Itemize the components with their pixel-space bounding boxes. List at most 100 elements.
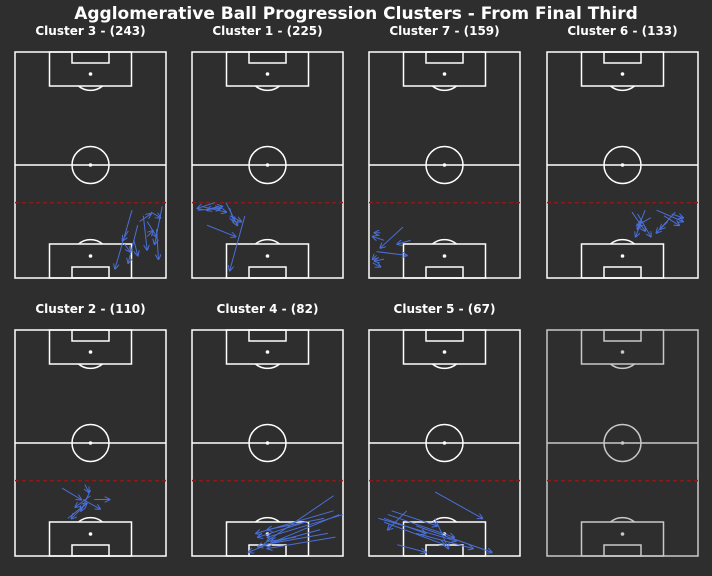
- pitch-panel: [191, 329, 344, 557]
- six-yard-box-bottom: [425, 544, 464, 557]
- penalty-spot-top: [88, 72, 93, 76]
- six-yard-box-top: [603, 329, 642, 342]
- penalty-spot-top: [265, 72, 270, 76]
- penalty-arc-bottom: [78, 516, 103, 523]
- six-yard-box-top: [248, 329, 287, 342]
- progression-arrow: [416, 525, 492, 552]
- progression-arrow: [82, 499, 100, 509]
- progression-arrow: [376, 251, 407, 256]
- progression-arrow: [383, 521, 444, 545]
- penalty-arc-bottom: [255, 238, 280, 245]
- progression-arrow: [660, 221, 669, 230]
- panel-title: Cluster 5 - (67): [393, 302, 496, 316]
- panel-title: Cluster 4 - (82): [216, 302, 319, 316]
- six-yard-box-bottom: [248, 266, 287, 279]
- penalty-arc-bottom: [610, 516, 635, 523]
- progression-arrow: [373, 255, 377, 259]
- centre-spot: [620, 163, 625, 167]
- progression-arrow: [383, 517, 426, 533]
- progression-arrow: [434, 518, 448, 548]
- penalty-spot-bottom: [88, 532, 93, 536]
- six-yard-box-top: [71, 51, 110, 64]
- progression-arrow: [229, 215, 241, 222]
- progression-arrow: [656, 209, 682, 221]
- progression-arrow: [256, 510, 334, 534]
- six-yard-box-top: [248, 51, 287, 64]
- progression-arrow: [391, 510, 437, 526]
- penalty-arc-top: [78, 85, 103, 92]
- progression-arrow: [671, 214, 683, 218]
- progression-arrow: [416, 532, 473, 548]
- penalty-box-bottom: [580, 243, 665, 279]
- pitch-markings: [14, 329, 167, 557]
- panel-title: Cluster 3 - (243): [35, 24, 146, 38]
- penalty-arc-top: [610, 85, 635, 92]
- progression-arrow: [225, 202, 237, 226]
- penalty-spot-top: [88, 350, 93, 354]
- penalty-box-top: [48, 51, 133, 87]
- progression-arrow: [638, 210, 646, 229]
- penalty-box-bottom: [580, 521, 665, 557]
- progression-arrow: [656, 211, 676, 233]
- centre-spot: [88, 163, 93, 167]
- progression-arrow: [146, 231, 153, 237]
- progression-arrow: [61, 487, 81, 499]
- six-yard-box-bottom: [71, 266, 110, 279]
- penalty-arc-top: [432, 363, 457, 370]
- centre-spot: [442, 163, 447, 167]
- progression-arrow: [372, 263, 381, 267]
- penalty-arc-top: [610, 363, 635, 370]
- centre-spot: [265, 441, 270, 445]
- panel-title: Cluster 1 - (225): [212, 24, 323, 38]
- figure-title: Agglomerative Ball Progression Clusters …: [74, 4, 638, 24]
- progression-arrow: [198, 202, 215, 209]
- penalty-spot-top: [265, 350, 270, 354]
- pitch-panel: [14, 51, 167, 279]
- penalty-spot-bottom: [265, 254, 270, 258]
- penalty-box-top: [225, 51, 310, 87]
- progression-arrow: [75, 495, 91, 507]
- six-yard-box-bottom: [425, 266, 464, 279]
- progression-arrow: [268, 514, 344, 538]
- pitch-panel: [546, 51, 699, 279]
- penalty-arc-bottom: [610, 238, 635, 245]
- penalty-box-top: [48, 329, 133, 365]
- six-yard-box-top: [71, 329, 110, 342]
- pitch-panel: [368, 51, 521, 279]
- progression-arrow: [133, 240, 138, 255]
- pitch-markings: [191, 329, 344, 557]
- six-yard-box-bottom: [71, 544, 110, 557]
- centre-circle: [71, 423, 110, 463]
- progression-arrow: [150, 211, 160, 218]
- pitch-panel: [191, 51, 344, 279]
- progression-arrow: [637, 213, 651, 237]
- penalty-spot-bottom: [442, 254, 447, 258]
- progression-arrow: [124, 243, 130, 252]
- centre-circle: [603, 423, 642, 463]
- progression-arrow: [380, 226, 404, 248]
- penalty-arc-bottom: [255, 516, 280, 523]
- pitch-markings: [368, 51, 521, 279]
- pitch-markings: [14, 51, 167, 279]
- penalty-arc-bottom: [432, 516, 457, 523]
- progression-arrow: [85, 484, 89, 492]
- centre-circle: [425, 145, 464, 185]
- pitch-markings: [546, 329, 699, 557]
- penalty-spot-top: [620, 350, 625, 354]
- centre-circle: [71, 145, 110, 185]
- centre-circle: [425, 423, 464, 463]
- penalty-spot-top: [620, 72, 625, 76]
- progression-arrow: [388, 510, 408, 530]
- penalty-box-bottom: [48, 243, 133, 279]
- centre-spot: [620, 441, 625, 445]
- penalty-box-bottom: [402, 243, 487, 279]
- progression-arrow: [67, 503, 87, 519]
- centre-circle: [248, 145, 287, 185]
- progression-arrow: [123, 230, 129, 240]
- penalty-arc-bottom: [432, 238, 457, 245]
- pitch-panel: [546, 329, 699, 557]
- penalty-arc-top: [255, 85, 280, 92]
- penalty-spot-top: [442, 72, 447, 76]
- progression-arrow: [434, 491, 482, 518]
- progression-arrow: [258, 521, 306, 537]
